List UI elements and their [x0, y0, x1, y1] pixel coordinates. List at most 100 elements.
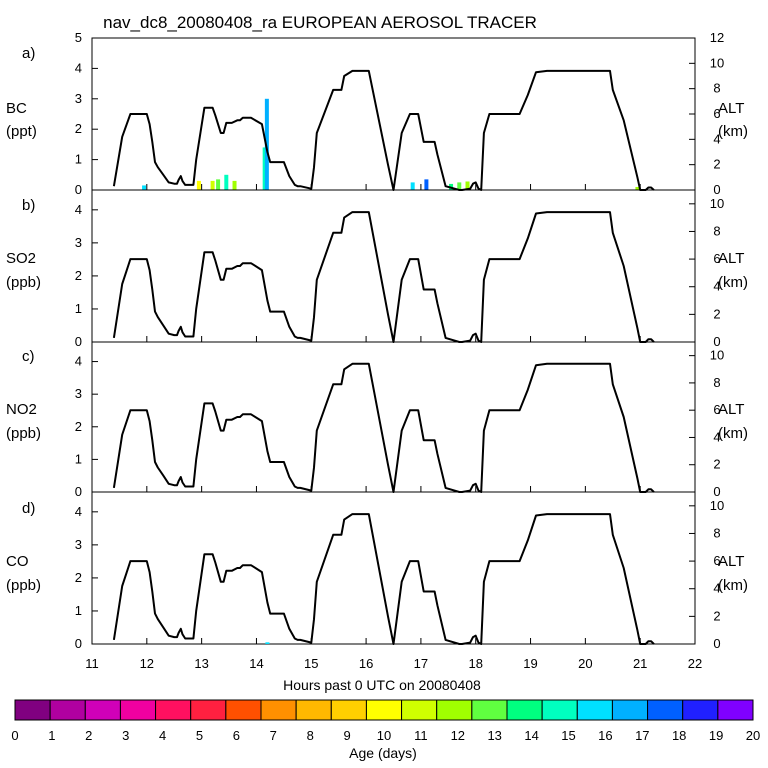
x-tick-label-2: 13 — [194, 656, 208, 671]
colorbar-tick-label-19: 19 — [709, 728, 723, 743]
yunit-b: (ppb) — [6, 274, 41, 291]
panel-label-a: a) — [22, 45, 35, 62]
y-ticks-a: 0 1 2 3 4 5 — [75, 30, 98, 197]
panel-label-c: c) — [22, 348, 35, 365]
x-tick-label-4: 15 — [304, 656, 318, 671]
colorbar-swatch-12 — [436, 699, 473, 721]
tracer-bar-d-0 — [265, 642, 270, 644]
colorbar-swatch-17 — [611, 699, 649, 721]
panel-label-b: b) — [22, 197, 35, 214]
y2unit-a: (km) — [718, 123, 748, 140]
alt-line-b — [112, 211, 655, 343]
alt-line-c — [112, 362, 655, 493]
altitude-line-b — [112, 211, 655, 343]
y2-tick-label-d-3: 6 — [713, 553, 720, 568]
colorbar-tick-label-9: 9 — [343, 728, 350, 743]
chart-title: nav_dc8_20080408_ra EUROPEAN AEROSOL TRA… — [103, 13, 537, 32]
colorbar-swatch-11 — [401, 699, 438, 721]
y2-tick-label-b-2: 4 — [713, 279, 720, 294]
tracer-bar-a-6 — [262, 147, 267, 190]
panel-b: 0 1 2 3 4 0 2 4 6 8 10 b) SO2 (ppb) ALT (km) — [6, 189, 748, 349]
yunit-c: (ppb) — [6, 425, 41, 442]
y-tick-label-b-2: 2 — [75, 268, 82, 283]
y2-tick-label-d-4: 8 — [713, 525, 720, 540]
x-axis-label: Hours past 0 UTC on 20080408 — [283, 677, 481, 693]
y2-tick-label-b-1: 2 — [713, 306, 720, 321]
colorbar-tick-label-14: 14 — [524, 728, 538, 743]
tracer-bar-a-4 — [224, 174, 229, 190]
x-tick-label-9: 20 — [578, 656, 592, 671]
y2-ticks-b: 0 2 4 6 8 10 — [689, 196, 724, 349]
altitude-line-d — [112, 513, 655, 645]
tracer-bar-a-1 — [196, 180, 201, 190]
colorbar-swatch-1 — [49, 699, 86, 721]
y2-tick-label-c-4: 8 — [713, 375, 720, 390]
y2-tick-label-d-5: 10 — [710, 498, 724, 513]
colorbar-swatch-4 — [155, 699, 192, 721]
colorbar-tick-label-10: 10 — [377, 728, 391, 743]
panel-d: 0 1 2 3 4 0 2 4 6 8 10 d) CO (ppb) ALT (km) — [6, 491, 748, 651]
y2-tick-label-d-2: 4 — [713, 581, 720, 596]
colorbar-swatch-15 — [541, 699, 578, 721]
plot-frame-a — [91, 37, 696, 191]
y-tick-label-c-1: 1 — [75, 451, 82, 466]
y2-tick-label-a-6: 12 — [710, 30, 724, 45]
colorbar-tick-label-13: 13 — [487, 728, 501, 743]
colorbar-swatch-6 — [225, 699, 262, 721]
x-ticks-a — [91, 184, 696, 190]
y2-tick-label-c-2: 4 — [713, 429, 720, 444]
y-tick-label-d-3: 3 — [75, 537, 82, 552]
colorbar-swatch-8 — [295, 699, 332, 721]
colorbar-tick-label-5: 5 — [196, 728, 203, 743]
y2-tick-label-b-3: 6 — [713, 251, 720, 266]
y2unit-b: (km) — [718, 274, 748, 291]
colorbar-tick-label-18: 18 — [672, 728, 686, 743]
y-tick-label-c-0: 0 — [75, 484, 82, 499]
colorbar-swatch-16 — [576, 699, 613, 721]
y2-tick-label-b-5: 10 — [710, 196, 724, 211]
y-tick-label-c-2: 2 — [75, 419, 82, 434]
yunit-a: (ppt) — [6, 123, 37, 140]
ylabel-d: CO — [6, 553, 29, 570]
y-ticks-c: 0 1 2 3 4 — [75, 354, 98, 499]
tracer-bar-a-2 — [210, 180, 215, 190]
colorbar-tick-label-20: 20 — [746, 728, 760, 743]
tracer-bars-d — [265, 642, 270, 644]
colorbar-swatch-5 — [190, 699, 227, 721]
colorbar-tick-label-3: 3 — [122, 728, 129, 743]
y-tick-label-b-4: 4 — [75, 202, 82, 217]
y-tick-label-b-0: 0 — [75, 334, 82, 349]
y2label-d: ALT — [718, 553, 744, 570]
colorbar-tick-label-17: 17 — [635, 728, 649, 743]
ylabel-b: SO2 — [6, 250, 36, 267]
y2unit-d: (km) — [718, 577, 748, 594]
y2-tick-label-a-3: 6 — [713, 106, 720, 121]
y2-tick-label-b-4: 8 — [713, 223, 720, 238]
tracer-bar-a-0 — [142, 185, 147, 190]
y2label-c: ALT — [718, 401, 744, 418]
x-tick-label-10: 21 — [633, 656, 647, 671]
y2-tick-label-a-4: 8 — [713, 81, 720, 96]
colorbar-tick-label-4: 4 — [159, 728, 166, 743]
y2-tick-label-c-3: 6 — [713, 402, 720, 417]
tracer-bar-a-13 — [635, 186, 640, 190]
y2-tick-label-c-0: 0 — [713, 484, 720, 499]
colorbar-swatch-9 — [330, 699, 367, 721]
colorbar: 0 1 2 3 4 5 6 7 8 9 10 11 12 13 14 15 16 17 18 19 20 Age (da… — [11, 699, 760, 761]
x-tick-label-8: 19 — [523, 656, 537, 671]
y-tick-label-b-3: 3 — [75, 235, 82, 250]
y-ticks-b: 0 1 2 3 4 — [75, 202, 98, 349]
colorbar-tick-label-12: 12 — [451, 728, 465, 743]
colorbar-swatch-18 — [647, 699, 684, 721]
y2-tick-label-b-0: 0 — [713, 334, 720, 349]
x-tick-label-1: 12 — [140, 656, 154, 671]
y2unit-c: (km) — [718, 425, 748, 442]
y-tick-label-d-1: 1 — [75, 603, 82, 618]
colorbar-tick-label-2: 2 — [85, 728, 92, 743]
colorbar-swatch-0 — [14, 699, 51, 721]
y-tick-label-a-4: 4 — [75, 60, 82, 75]
colorbar-tick-label-7: 7 — [270, 728, 277, 743]
altitude-line-a — [112, 69, 655, 191]
